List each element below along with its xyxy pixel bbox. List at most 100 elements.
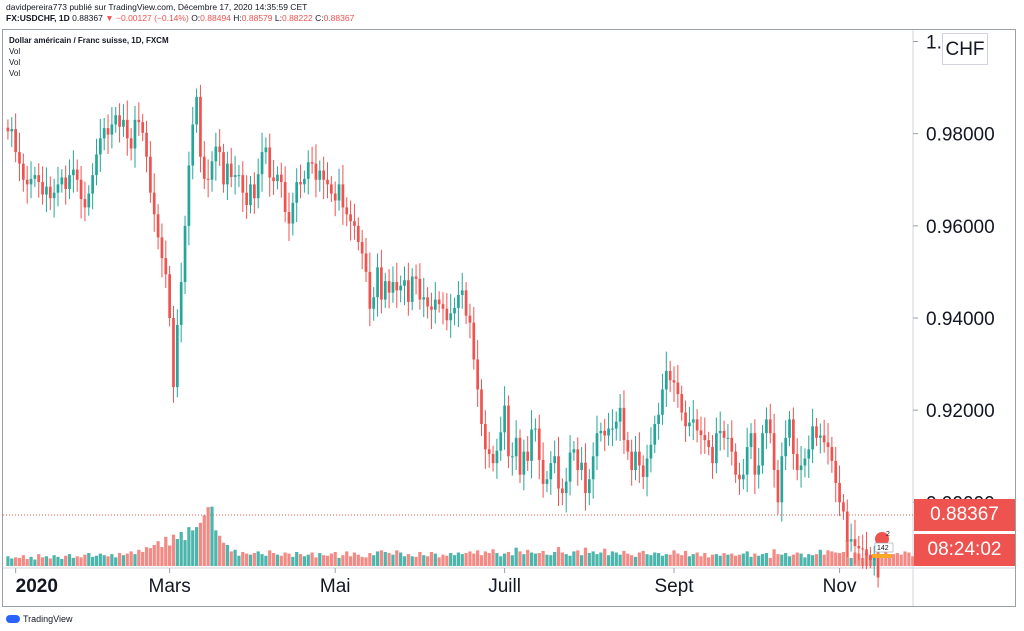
volume-bar [649,555,653,566]
candle-body [530,429,533,461]
candle [453,297,456,326]
candle-body [183,225,187,283]
x-tick-label: 2020 [16,576,58,597]
candle [576,437,580,486]
candle-body [572,449,576,453]
candle-body [680,394,684,413]
y-tick-label: 0.94000 [926,309,995,330]
currency-button[interactable]: CHF [942,33,988,65]
candle-body [495,450,499,464]
candle [861,534,865,569]
candle [206,159,210,198]
volume-bar [117,553,122,566]
volume-bar [114,557,118,566]
volume-bar [472,553,476,566]
volume-bar [826,550,830,566]
volume-bar [314,557,318,566]
volume-bar [164,536,168,566]
candle-body [630,451,634,471]
candle-body [222,152,225,185]
candle [64,165,68,205]
volume-bar [899,554,903,566]
volume-bar [479,555,484,566]
volume-bar [664,554,668,566]
candle-body [407,280,410,302]
candle-body [618,407,622,422]
candle [561,478,564,506]
footer: TradingView [6,613,73,625]
candle-body [437,299,441,305]
volume-bar [245,553,249,566]
candle [106,114,110,154]
volume-bar [318,553,322,566]
volume-bar [834,552,838,566]
candle-body [95,154,98,176]
candle [133,106,137,168]
candle [653,415,657,454]
volume-bar [79,557,83,566]
candle [464,282,468,324]
volume-bar [410,556,414,566]
candle-body [256,174,260,199]
candle-body [391,282,395,293]
volume-bar [880,555,884,566]
candle-body [861,548,865,550]
candle-body [834,460,838,483]
volume-bar [414,556,418,566]
volume-bar [884,550,888,566]
volume-bar [260,554,264,566]
change-value: ▼ −0.00127 (−0.14%) [105,13,189,23]
candle-body [838,482,841,503]
candle [472,306,476,370]
chart-legend: Dollar américain / Franc suisse, 1D, FXC… [9,35,169,79]
candle [449,294,453,338]
candle [476,340,479,407]
candle [842,494,845,520]
candle [541,442,545,498]
candle [380,249,383,314]
candle-body [830,447,834,461]
candle-body [668,370,672,381]
x-tick-label: Nov [823,576,857,597]
volume-bar [10,558,14,566]
candle [10,117,14,148]
candle-body [753,433,757,475]
candle-body [464,290,468,316]
volume-bar [229,551,233,566]
candle-body [584,462,587,494]
candle-body [857,546,861,549]
candle-body [476,359,479,390]
candle [91,163,94,210]
volume-bar [291,556,295,566]
candle-body [322,170,325,180]
candle [645,444,649,497]
candle [430,292,433,330]
candle [676,365,680,408]
volume-bar [137,549,141,566]
x-tick-label: Sept [654,576,694,597]
candle-body [145,132,148,157]
events-badge-icon[interactable]: 2 142 [868,530,896,560]
candle-body [749,433,753,448]
candle-body [503,405,506,433]
candle-body [268,147,272,178]
close-label: C: [315,13,324,23]
volume-bar [529,552,534,566]
candle-body [233,175,237,177]
volume-bar [329,553,333,566]
candle [322,156,325,200]
candle [353,203,356,240]
candle-body [561,488,564,494]
volume-bar [807,554,811,566]
candle [603,418,607,452]
candle-body [333,193,337,201]
candle [45,167,48,213]
volume-bar [595,554,599,566]
candle-body [811,426,814,450]
candle [306,150,310,195]
candle-body [795,453,799,471]
candle-body [191,124,195,166]
candles [6,84,880,588]
candle [368,252,372,327]
